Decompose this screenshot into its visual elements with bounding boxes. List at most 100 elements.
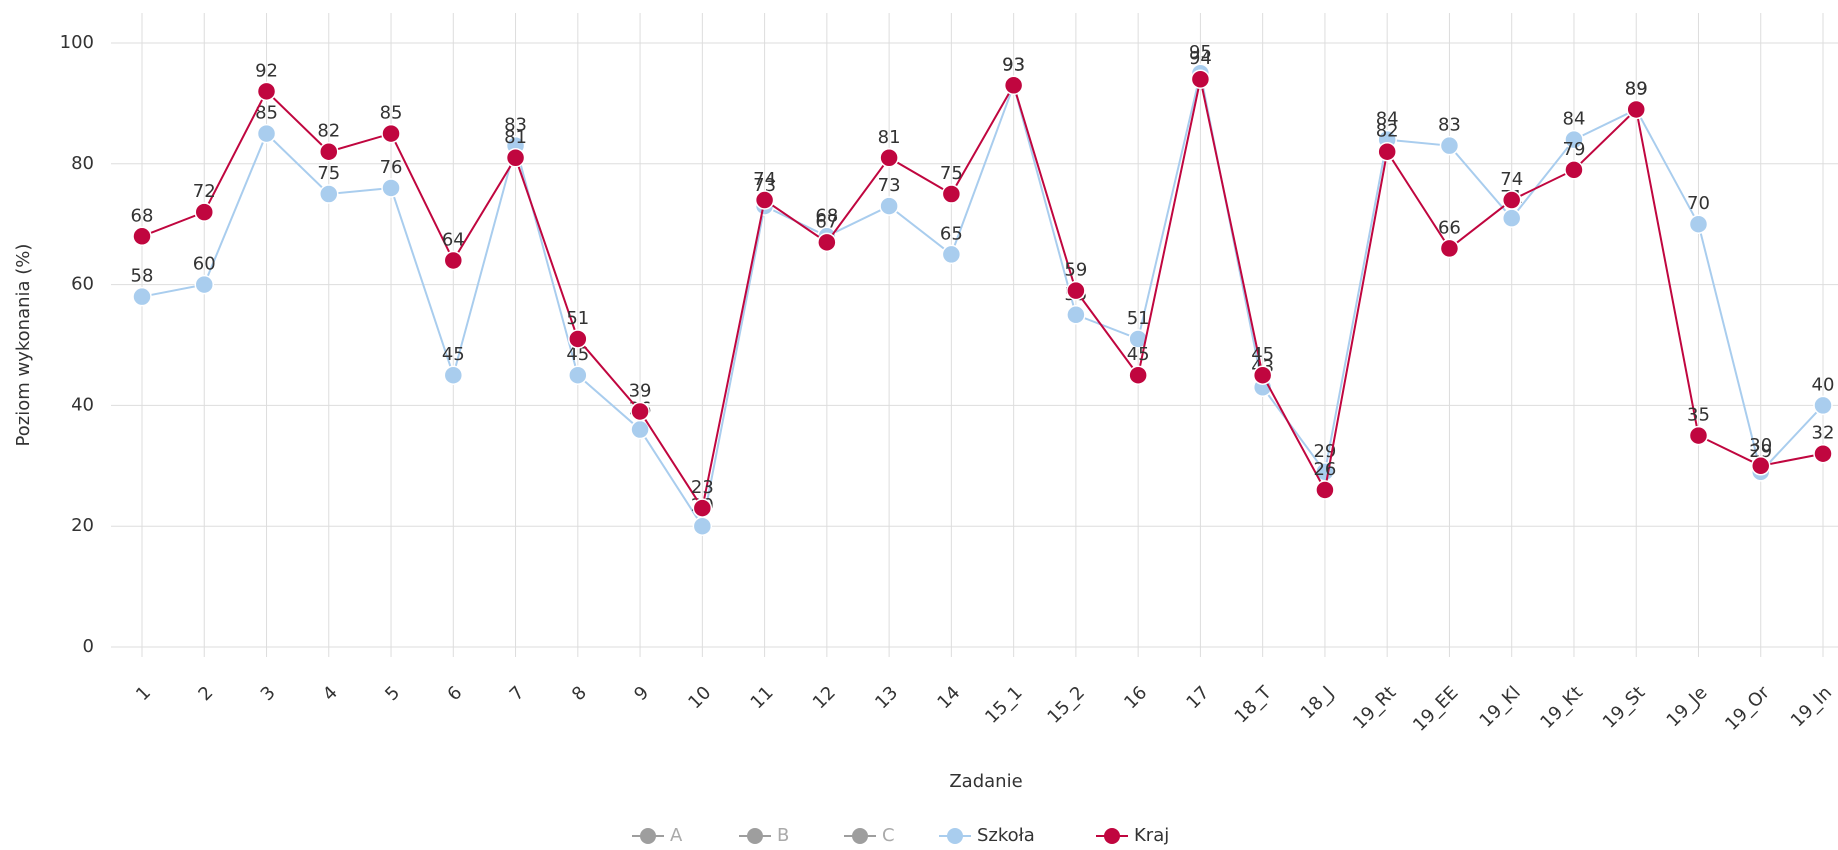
data-label: 82 bbox=[317, 121, 340, 142]
data-label: 45 bbox=[1127, 344, 1150, 365]
x-tick-label: 19_Kt bbox=[1536, 682, 1587, 733]
data-label: 45 bbox=[566, 344, 589, 365]
y-tick-label: 20 bbox=[71, 515, 94, 536]
data-point bbox=[879, 196, 899, 216]
data-point bbox=[1626, 99, 1646, 120]
data-label: 32 bbox=[1812, 423, 1835, 444]
data-label: 94 bbox=[1189, 48, 1212, 69]
x-tick-label: 12 bbox=[809, 682, 840, 713]
legend-label: A bbox=[670, 825, 683, 846]
x-tick-label: 17 bbox=[1182, 682, 1213, 713]
data-point bbox=[692, 516, 713, 536]
x-axis-title: Zadanie bbox=[949, 771, 1022, 792]
data-label: 66 bbox=[1438, 217, 1461, 238]
y-tick-label: 40 bbox=[71, 394, 94, 415]
legend-item: Kraj bbox=[1096, 825, 1169, 846]
data-point bbox=[443, 250, 464, 271]
data-point bbox=[1190, 69, 1211, 89]
data-point bbox=[1128, 365, 1148, 385]
x-tick-label: 4 bbox=[319, 682, 342, 705]
data-point bbox=[1564, 160, 1584, 180]
data-point bbox=[630, 419, 650, 440]
data-point bbox=[817, 232, 837, 253]
data-label: 93 bbox=[1002, 54, 1025, 75]
x-tick-label: 13 bbox=[871, 682, 902, 713]
series-line bbox=[141, 72, 1824, 529]
legend-marker bbox=[640, 828, 656, 844]
legend-item: Szkoła bbox=[939, 825, 1035, 846]
data-label: 73 bbox=[878, 175, 901, 196]
legend-label: Szkoła bbox=[977, 825, 1035, 846]
x-tick-label: 19_St bbox=[1599, 682, 1649, 732]
x-tick-label: 19_Kl bbox=[1475, 682, 1524, 731]
data-point bbox=[1501, 190, 1522, 210]
data-label: 79 bbox=[1563, 139, 1586, 160]
x-tick-label: 19_In bbox=[1787, 682, 1836, 731]
data-point bbox=[941, 244, 962, 265]
legend-item: B bbox=[739, 825, 789, 846]
data-point bbox=[879, 148, 899, 168]
x-tick-label: 18_T bbox=[1231, 682, 1277, 728]
data-label: 30 bbox=[1749, 435, 1772, 456]
data-point bbox=[194, 202, 215, 222]
x-tick-label: 7 bbox=[506, 682, 529, 705]
data-label: 95 bbox=[1189, 42, 1212, 63]
y-tick-label: 80 bbox=[71, 153, 94, 174]
data-point bbox=[381, 123, 401, 144]
data-label: 72 bbox=[193, 181, 216, 202]
data-label: 83 bbox=[504, 115, 527, 136]
data-point bbox=[319, 141, 339, 162]
legend-marker bbox=[1104, 828, 1120, 844]
data-point bbox=[1439, 238, 1460, 259]
data-point bbox=[1066, 305, 1086, 325]
data-label: 67 bbox=[815, 211, 838, 232]
data-point bbox=[505, 148, 526, 168]
data-point bbox=[692, 498, 713, 518]
y-tick-label: 0 bbox=[83, 636, 94, 657]
data-point bbox=[1564, 129, 1584, 150]
data-label: 65 bbox=[940, 223, 963, 244]
x-tick-label: 18_J bbox=[1297, 682, 1338, 723]
x-tick-label: 9 bbox=[630, 682, 653, 705]
legend-marker bbox=[947, 828, 963, 844]
x-tick-label: 14 bbox=[933, 682, 964, 713]
data-label: 81 bbox=[504, 127, 527, 148]
data-label: 70 bbox=[1687, 193, 1710, 214]
data-label: 39 bbox=[629, 380, 652, 401]
data-point bbox=[1750, 456, 1771, 476]
data-point bbox=[1813, 395, 1833, 416]
data-point bbox=[256, 81, 277, 102]
legend-marker bbox=[747, 828, 763, 844]
data-label: 51 bbox=[1127, 308, 1150, 329]
data-label: 75 bbox=[940, 163, 963, 184]
data-point bbox=[194, 274, 215, 295]
data-point bbox=[1128, 329, 1148, 349]
x-tick-label: 1 bbox=[132, 682, 155, 705]
x-tick-label: 8 bbox=[568, 682, 591, 705]
data-label: 29 bbox=[1749, 441, 1772, 462]
data-label: 58 bbox=[131, 266, 154, 287]
x-tick-label: 15_1 bbox=[981, 682, 1027, 728]
x-tick-label: 19_EE bbox=[1409, 682, 1462, 735]
data-label: 85 bbox=[255, 103, 278, 124]
data-label: 68 bbox=[815, 205, 838, 226]
x-tick-label: 19_Or bbox=[1721, 682, 1774, 735]
data-point bbox=[568, 329, 588, 349]
data-label: 74 bbox=[753, 169, 776, 190]
data-label: 89 bbox=[1625, 78, 1648, 99]
data-point bbox=[132, 286, 152, 307]
legend-marker bbox=[852, 828, 868, 844]
data-label: 92 bbox=[255, 60, 278, 81]
data-label: 40 bbox=[1812, 374, 1835, 395]
data-point bbox=[1315, 480, 1335, 500]
x-tick-label: 10 bbox=[684, 682, 715, 713]
data-point bbox=[319, 184, 339, 204]
y-axis-title: Poziom wykonania (%) bbox=[13, 244, 34, 447]
x-tick-label: 11 bbox=[747, 682, 778, 713]
data-point bbox=[1252, 365, 1273, 385]
data-point bbox=[630, 401, 650, 422]
x-tick-label: 19_Je bbox=[1663, 682, 1712, 731]
data-point bbox=[1003, 75, 1024, 96]
data-label: 23 bbox=[691, 477, 714, 498]
